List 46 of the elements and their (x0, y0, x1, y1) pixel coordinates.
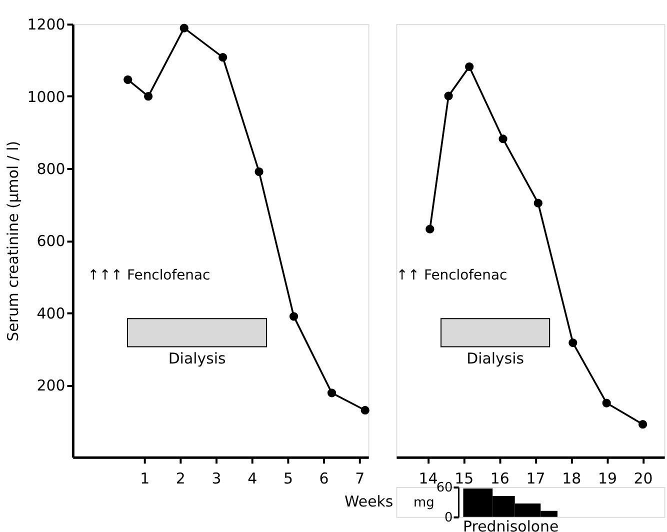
x-axis-title: Weeks (344, 492, 394, 510)
y-tick-label: 1000 (27, 88, 66, 106)
y-tick-label: 800 (36, 160, 66, 178)
x-tick-label: 17 (526, 470, 546, 488)
point (360, 406, 370, 415)
y-tick-label: 200 (36, 376, 66, 394)
x-tick-label: 19 (598, 470, 617, 488)
x-tick-label: 7 (355, 470, 365, 488)
point (327, 388, 336, 398)
point (180, 24, 188, 32)
point (254, 167, 264, 176)
x-tick-label: 15 (454, 470, 474, 488)
x-tick-label: 3 (212, 470, 222, 488)
point (426, 224, 434, 234)
x-tick-label: 2 (176, 470, 186, 488)
y-axis-title: mg (413, 495, 434, 510)
point (534, 198, 542, 208)
x-tick-label: 4 (248, 470, 258, 488)
annotation: ↑↑ Fenclofenac (396, 267, 508, 284)
band-label: Dialysis (466, 350, 524, 368)
x-tick-label: 5 (283, 470, 293, 488)
y-tick-label: 0 (444, 510, 453, 526)
band-label: Dialysis (168, 350, 226, 368)
x-tick-label: 6 (319, 470, 329, 488)
x-tick-label: 14 (418, 470, 438, 488)
x-tick-label: 1 (140, 470, 150, 488)
annotation: ↑↑↑ Fenclofenac (88, 267, 210, 284)
x-axis-title: Prednisolone (463, 517, 559, 532)
point (568, 338, 578, 348)
y-tick-label: 60 (436, 480, 453, 496)
y-tick-label: 400 (36, 304, 66, 322)
x-tick-label: 20 (634, 470, 653, 488)
point (144, 92, 153, 101)
point (602, 398, 611, 408)
point (218, 53, 228, 62)
point (638, 420, 648, 429)
x-tick-label: 18 (562, 470, 582, 488)
point (465, 62, 474, 71)
point (444, 92, 453, 100)
x-tick-label: 16 (490, 470, 510, 488)
point (124, 75, 132, 84)
point (289, 312, 298, 321)
y-axis-title: Serum creatinine (μmol / l) (4, 140, 22, 342)
y-tick-label: 1200 (27, 16, 66, 34)
y-tick-label: 600 (36, 232, 66, 250)
point (498, 134, 508, 144)
